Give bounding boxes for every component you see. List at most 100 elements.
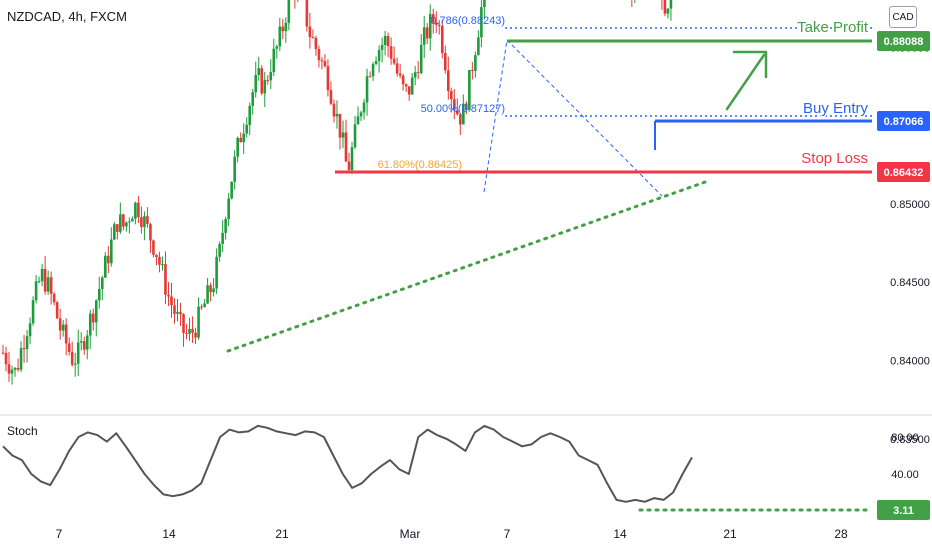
candle-body bbox=[251, 92, 255, 106]
price-badge-buy-entry bbox=[877, 111, 930, 131]
candle-body bbox=[224, 219, 227, 233]
y-tick-label: 0.84000 bbox=[890, 356, 930, 368]
candle-body bbox=[428, 14, 432, 39]
candle-body bbox=[188, 328, 191, 334]
candle-body bbox=[149, 224, 152, 241]
candle-body bbox=[431, 14, 435, 23]
x-tick-label: 7 bbox=[56, 527, 63, 541]
stoch-value-badge-text: 3.11 bbox=[893, 505, 914, 517]
level-label-stop-loss: Stop Loss bbox=[801, 150, 868, 167]
candle-body bbox=[233, 156, 236, 182]
candle-body bbox=[212, 288, 215, 293]
candle-body bbox=[317, 48, 321, 61]
candle-body bbox=[16, 368, 20, 370]
candle-body bbox=[164, 264, 167, 295]
candle-body bbox=[113, 224, 116, 240]
ascending-trendline[interactable] bbox=[226, 179, 710, 353]
stoch-y-tick-label: 80.00 bbox=[891, 432, 919, 444]
candle-body bbox=[365, 76, 369, 103]
candle-body bbox=[73, 363, 77, 365]
candle-body bbox=[272, 48, 276, 73]
candle-body bbox=[284, 22, 288, 32]
target-arrow-head-icon bbox=[732, 50, 768, 79]
candle-body bbox=[197, 306, 200, 338]
x-tick-label: 28 bbox=[834, 527, 848, 541]
candle-body bbox=[263, 80, 267, 94]
stoch-value-badge bbox=[877, 500, 930, 520]
candle-body bbox=[389, 46, 393, 59]
candle-body bbox=[477, 37, 480, 56]
candle-body bbox=[85, 335, 89, 350]
y-tick-label: 0.84500 bbox=[890, 277, 930, 289]
candle-body bbox=[161, 264, 164, 266]
candle-body bbox=[176, 311, 179, 314]
candle-body bbox=[64, 324, 68, 344]
candle-body bbox=[103, 255, 107, 278]
candle-body bbox=[311, 37, 315, 39]
candle-body bbox=[383, 35, 387, 45]
candle-body bbox=[456, 110, 459, 115]
candle-body bbox=[100, 277, 104, 289]
candle-body bbox=[61, 324, 65, 331]
candle-body bbox=[28, 323, 32, 337]
candle-body bbox=[146, 216, 149, 225]
candle-body bbox=[443, 53, 447, 71]
candle-body bbox=[669, 0, 673, 9]
candle-body bbox=[380, 44, 384, 50]
candle-body bbox=[70, 351, 74, 365]
fib-level-label: 50.00%(0.87127) bbox=[421, 103, 505, 115]
candle-body bbox=[94, 300, 98, 323]
candle-body bbox=[338, 113, 342, 138]
candle-body bbox=[305, 0, 309, 27]
candle-body bbox=[230, 181, 233, 199]
fib-level-label: 0.786(0.88243) bbox=[430, 15, 505, 27]
candle-body bbox=[19, 348, 23, 370]
candle-body bbox=[37, 281, 41, 283]
candle-body bbox=[404, 84, 408, 87]
candle-body bbox=[260, 68, 264, 94]
candle-body bbox=[122, 214, 125, 227]
candle-body bbox=[49, 277, 53, 294]
candle-body bbox=[128, 221, 131, 223]
candle-body bbox=[91, 313, 95, 323]
candle-body bbox=[468, 70, 471, 111]
stoch-line bbox=[2, 424, 693, 503]
candle-body bbox=[191, 328, 194, 333]
candle-body bbox=[453, 99, 456, 111]
candle-body bbox=[359, 112, 363, 117]
candle-body bbox=[395, 63, 399, 74]
level-label-buy-entry: Buy Entry bbox=[803, 100, 869, 117]
candle-body bbox=[7, 364, 11, 374]
candle-body bbox=[131, 218, 134, 222]
candle-body bbox=[173, 305, 176, 314]
candle-body bbox=[257, 68, 261, 75]
x-tick-label: 14 bbox=[162, 527, 176, 541]
candle-body bbox=[410, 77, 414, 95]
candle-body bbox=[182, 314, 185, 334]
candle-body bbox=[82, 341, 86, 350]
candle-body bbox=[377, 49, 381, 62]
candle-body bbox=[462, 103, 465, 125]
price-badge-take-profit bbox=[877, 31, 930, 51]
candle-body bbox=[413, 72, 417, 78]
candle-body bbox=[206, 285, 209, 304]
candle-body bbox=[281, 26, 285, 32]
candle-body bbox=[401, 75, 405, 85]
level-label-take-profit: Take Profit bbox=[797, 19, 869, 36]
candle-body bbox=[116, 224, 119, 232]
candle-body bbox=[218, 243, 221, 257]
candle-body bbox=[386, 35, 390, 47]
currency-badge[interactable]: CAD bbox=[889, 6, 917, 28]
candle-body bbox=[55, 302, 59, 319]
candle-body bbox=[437, 24, 441, 26]
candle-body bbox=[335, 113, 339, 117]
candle-body bbox=[425, 27, 429, 39]
fib-diagonal-down bbox=[506, 39, 663, 197]
candle-body bbox=[107, 255, 110, 264]
candle-body bbox=[209, 285, 212, 293]
candle-body bbox=[221, 232, 224, 244]
candle-body bbox=[137, 202, 140, 218]
candle-body bbox=[419, 44, 423, 74]
